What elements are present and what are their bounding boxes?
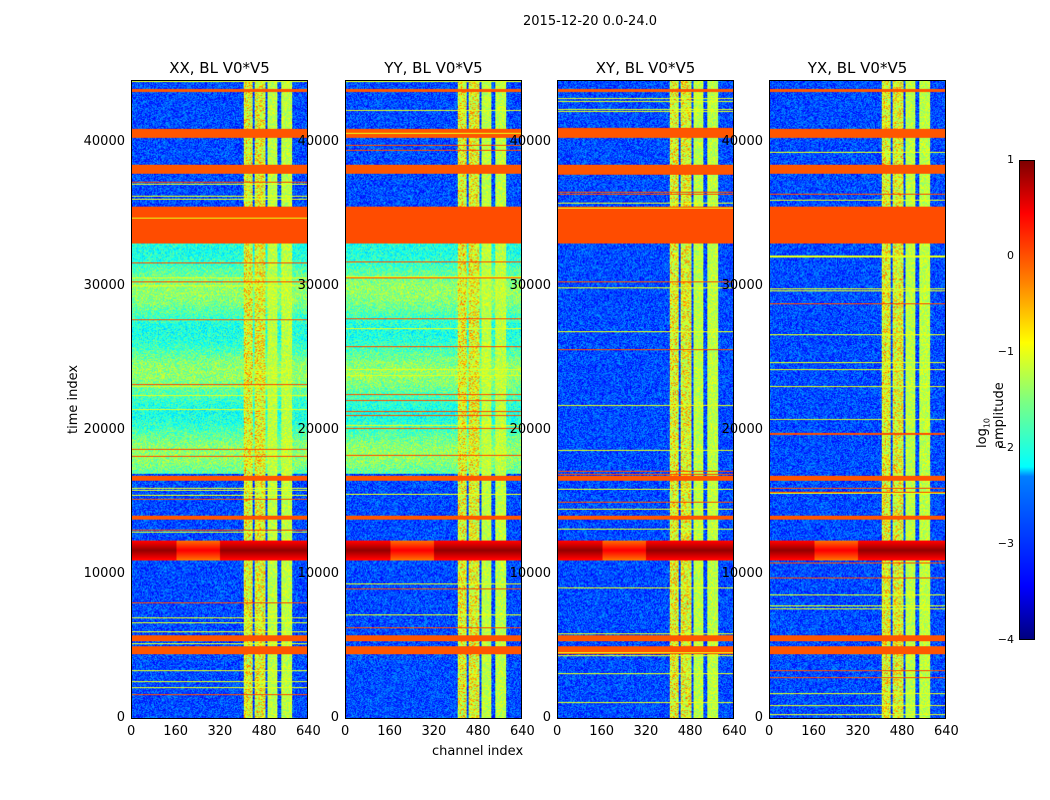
colorbar-tick-label: 0 xyxy=(1007,249,1014,262)
x-tick-label: 320 xyxy=(845,724,871,739)
colorbar xyxy=(1019,160,1035,640)
x-tick-label: 640 xyxy=(296,724,321,739)
y-tick-label: 40000 xyxy=(83,134,125,149)
x-tick-label: 0 xyxy=(127,724,136,739)
y-tick-label: 10000 xyxy=(83,566,125,581)
x-tick-label: 480 xyxy=(465,724,491,739)
heatmap-panel xyxy=(345,80,522,719)
x-tick-label: 160 xyxy=(163,724,189,739)
y-tick-label: 10000 xyxy=(721,566,763,581)
panel-title: YY, BL V0*V5 xyxy=(384,59,483,77)
x-tick-label: 0 xyxy=(553,724,562,739)
colorbar-tick-label: 1 xyxy=(1007,153,1014,166)
x-tick-label: 320 xyxy=(207,724,233,739)
y-tick-label: 20000 xyxy=(509,422,551,437)
x-tick-label: 160 xyxy=(589,724,615,739)
x-tick-label: 640 xyxy=(722,724,747,739)
y-tick-label: 30000 xyxy=(83,278,125,293)
colorbar-tick-label: −1 xyxy=(997,345,1014,358)
heatmap-panel xyxy=(557,80,734,719)
y-tick-label: 10000 xyxy=(297,566,339,581)
y-tick-label: 30000 xyxy=(721,278,763,293)
x-tick-label: 320 xyxy=(421,724,447,739)
figure-title: 2015-12-20 0.0-24.0 xyxy=(523,14,657,29)
x-tick-label: 480 xyxy=(251,724,277,739)
y-tick-label: 40000 xyxy=(509,134,551,149)
panel-title: YX, BL V0*V5 xyxy=(807,59,908,77)
panel-title: XX, BL V0*V5 xyxy=(169,59,270,77)
y-tick-label: 0 xyxy=(542,710,551,725)
x-tick-label: 160 xyxy=(801,724,827,739)
x-tick-label: 320 xyxy=(633,724,659,739)
y-tick-label: 20000 xyxy=(83,422,125,437)
colorbar-label: log10 amplitude xyxy=(975,382,1007,448)
colorbar-tick-label: −2 xyxy=(997,441,1014,454)
panel-title: XY, BL V0*V5 xyxy=(595,59,696,77)
colorbar-tick-label: −4 xyxy=(997,633,1014,646)
y-tick-label: 0 xyxy=(116,710,125,725)
y-tick-label: 20000 xyxy=(721,422,763,437)
x-tick-label: 480 xyxy=(889,724,915,739)
y-tick-label: 20000 xyxy=(297,422,339,437)
y-tick-label: 40000 xyxy=(297,134,339,149)
y-tick-label: 0 xyxy=(754,710,763,725)
x-tick-label: 0 xyxy=(341,724,350,739)
y-tick-label: 30000 xyxy=(509,278,551,293)
heatmap-panel xyxy=(131,80,308,719)
heatmap-panel xyxy=(769,80,946,719)
colorbar-tick-label: −3 xyxy=(997,537,1014,550)
y-tick-label: 30000 xyxy=(297,278,339,293)
x-tick-label: 160 xyxy=(377,724,403,739)
y-tick-label: 10000 xyxy=(509,566,551,581)
x-tick-label: 640 xyxy=(510,724,535,739)
x-tick-label: 640 xyxy=(934,724,959,739)
x-tick-label: 0 xyxy=(765,724,774,739)
y-tick-label: 0 xyxy=(330,710,339,725)
y-tick-label: 40000 xyxy=(721,134,763,149)
x-tick-label: 480 xyxy=(677,724,703,739)
x-axis-label: channel index xyxy=(432,744,524,759)
